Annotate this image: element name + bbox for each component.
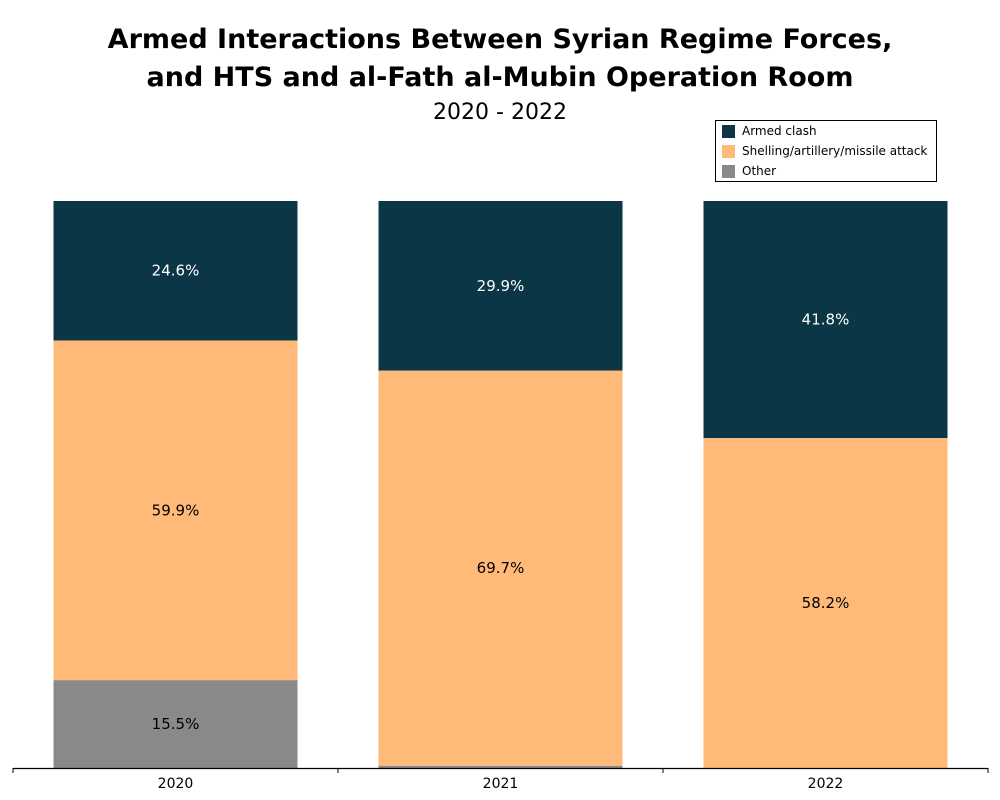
legend-label: Other	[742, 164, 777, 178]
bar-segment	[378, 765, 623, 768]
legend-swatch	[722, 164, 735, 178]
legend-swatch	[722, 144, 735, 158]
data-label: 59.9%	[152, 501, 200, 519]
legend: Armed clash Shelling/artillery/missile a…	[715, 120, 937, 182]
bar-segment	[703, 201, 948, 439]
data-label: 41.8%	[802, 311, 850, 329]
legend-item-shelling: Shelling/artillery/missile attack	[716, 141, 936, 161]
legend-item-other: Other	[716, 161, 936, 181]
x-tick-label: 2020	[158, 776, 194, 792]
legend-label: Armed clash	[742, 124, 817, 138]
bar-segment	[53, 340, 298, 681]
data-label: 15.5%	[152, 715, 200, 733]
bar-segment	[378, 201, 623, 371]
bar-segment	[53, 680, 298, 768]
data-label: 24.6%	[152, 262, 200, 280]
legend-label: Shelling/artillery/missile attack	[742, 144, 928, 158]
bar-segment	[703, 438, 948, 768]
data-label: 29.9%	[477, 277, 525, 295]
chart-title-line-1: Armed Interactions Between Syrian Regime…	[107, 24, 893, 55]
data-label: 58.2%	[802, 594, 850, 612]
data-label: 69.7%	[477, 559, 525, 577]
x-tick-label: 2022	[808, 776, 844, 792]
chart-title-line-2: and HTS and al-Fath al-Mubin Operation R…	[146, 62, 854, 93]
bar-segment	[378, 370, 623, 766]
chart-title: Armed Interactions Between Syrian Regime…	[0, 21, 1000, 97]
legend-swatch	[722, 124, 735, 138]
legend-item-armed-clash: Armed clash	[716, 121, 936, 141]
bar-segment	[53, 201, 298, 341]
chart-subtitle: 2020 - 2022	[433, 100, 567, 125]
x-tick-label: 2021	[483, 776, 519, 792]
